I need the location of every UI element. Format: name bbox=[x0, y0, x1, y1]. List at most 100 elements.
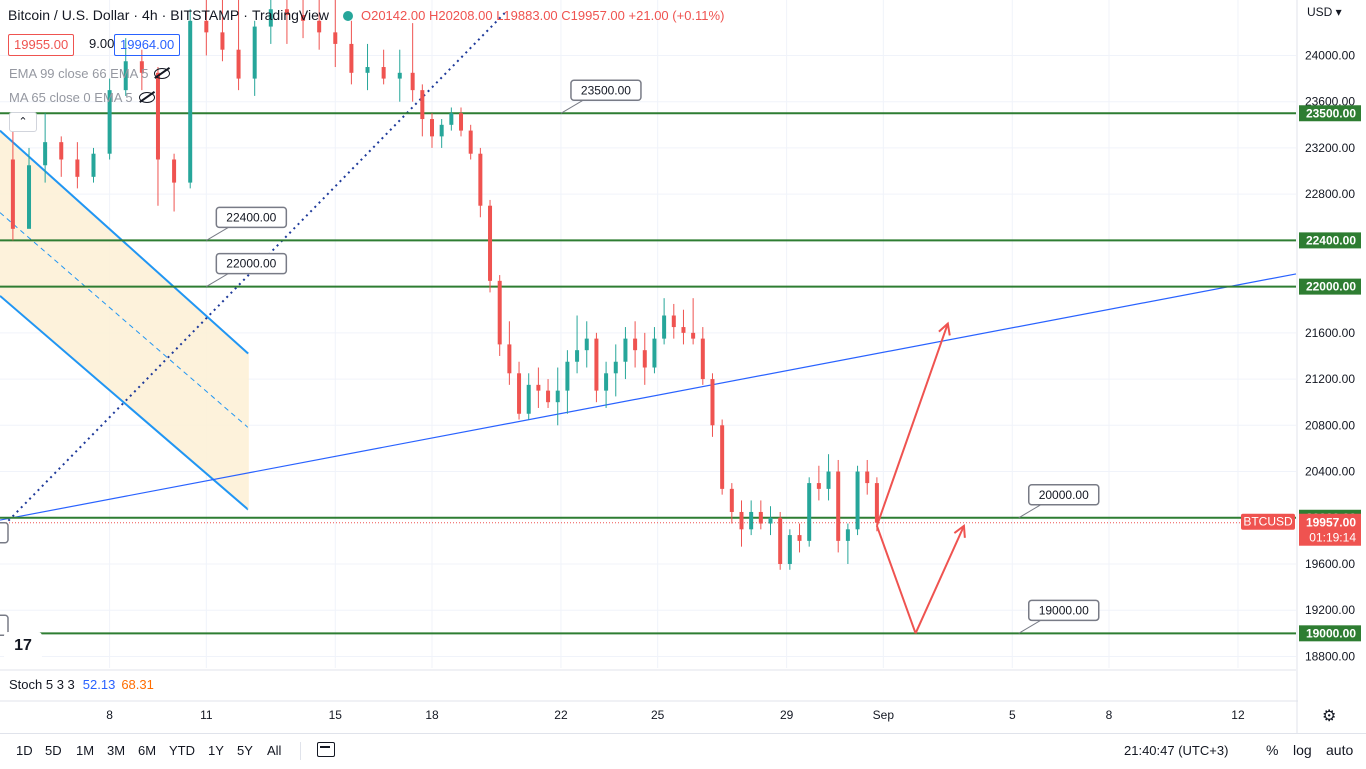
candle-up bbox=[397, 72, 402, 79]
candle-up bbox=[604, 373, 609, 391]
level-price-badge bbox=[1299, 232, 1361, 249]
time-tick-label: 11 bbox=[200, 708, 213, 722]
symbol-tag bbox=[1241, 513, 1295, 530]
timeframe-6m[interactable]: 6M bbox=[138, 743, 157, 758]
timeframe-5y[interactable]: 5Y bbox=[237, 743, 253, 758]
candle-down bbox=[236, 49, 241, 79]
timeframe-3m[interactable]: 3M bbox=[107, 743, 126, 758]
time-tick-label: 12 bbox=[1231, 708, 1245, 722]
indicator-ema-label: EMA 99 close 66 EMA 5 bbox=[9, 66, 149, 81]
candle-down bbox=[497, 280, 502, 345]
candle-down bbox=[488, 205, 493, 281]
price-tick-label: 23200.00 bbox=[1305, 141, 1355, 155]
forecast-arrow bbox=[875, 525, 917, 634]
ohlc-change: +21.00 (+0.11%) bbox=[628, 8, 725, 23]
callout-pointer bbox=[1018, 619, 1042, 634]
candle-down bbox=[172, 159, 177, 183]
callout-box-offscreen bbox=[0, 522, 9, 544]
indicator-ema[interactable]: EMA 99 close 66 EMA 5 bbox=[9, 66, 171, 81]
timeframe-1m[interactable]: 1M bbox=[76, 743, 95, 758]
candle-down bbox=[691, 332, 696, 339]
callout-box bbox=[215, 206, 288, 229]
candle-up bbox=[575, 350, 580, 362]
clock[interactable]: 21:40:47 (UTC+3) bbox=[1124, 743, 1229, 758]
sell-price-button[interactable]: 19955.00 bbox=[8, 34, 75, 56]
level-price-badge bbox=[1299, 625, 1361, 642]
arrow-head bbox=[953, 523, 966, 538]
parallel-channel bbox=[0, 129, 249, 511]
candles bbox=[10, 0, 879, 570]
candle-down bbox=[671, 315, 676, 328]
level-price-label: 23500.00 bbox=[1306, 106, 1356, 120]
trend-line-dotted bbox=[0, 10, 507, 531]
level-price-badge bbox=[1299, 278, 1361, 295]
channel-middle bbox=[0, 212, 249, 428]
auto-toggle[interactable]: auto bbox=[1326, 742, 1354, 758]
trend-line bbox=[0, 273, 1297, 521]
callout-pointer bbox=[560, 99, 584, 114]
candle-down bbox=[546, 390, 551, 403]
eye-hidden-icon[interactable] bbox=[138, 92, 155, 103]
candle-up bbox=[768, 517, 773, 524]
timeframe-1d[interactable]: 1D bbox=[16, 743, 33, 758]
timeframe-all[interactable]: All bbox=[267, 743, 282, 758]
candle-up bbox=[91, 153, 96, 177]
price-tick-label: 19200.00 bbox=[1305, 603, 1355, 617]
time-tick-label: 15 bbox=[329, 708, 343, 722]
arrow-head bbox=[938, 321, 951, 336]
candle-down bbox=[10, 159, 15, 229]
candle-down bbox=[517, 373, 522, 414]
candle-down bbox=[642, 350, 647, 368]
candle-down bbox=[139, 61, 144, 73]
log-toggle[interactable]: log bbox=[1293, 742, 1312, 758]
candle-down bbox=[681, 327, 686, 333]
timeframe-ytd[interactable]: YTD bbox=[169, 743, 195, 758]
gear-icon[interactable]: ⚙ bbox=[1322, 708, 1337, 725]
indicator-ma[interactable]: MA 65 close 0 EMA 5 bbox=[9, 90, 155, 105]
bar-countdown: 01:19:14 bbox=[1309, 531, 1356, 545]
percent-toggle[interactable]: % bbox=[1266, 742, 1279, 758]
candle-down bbox=[420, 90, 425, 120]
eye-hidden-icon[interactable] bbox=[154, 68, 171, 79]
chevron-up-icon[interactable]: ⌃ bbox=[9, 112, 37, 132]
toolbar-divider bbox=[300, 742, 301, 760]
callout-label: 22400.00 bbox=[226, 210, 276, 224]
tradingview-logo[interactable]: 17 bbox=[4, 632, 42, 660]
spread-value: 9.00 bbox=[89, 36, 115, 51]
candle-down bbox=[468, 130, 473, 154]
time-tick-label: 22 bbox=[554, 708, 568, 722]
candle-up bbox=[565, 361, 570, 391]
channel-upper bbox=[0, 129, 249, 355]
candle-up bbox=[787, 535, 792, 564]
candle-down bbox=[284, 9, 289, 16]
candle-up bbox=[268, 9, 273, 27]
symbol-name[interactable]: Bitcoin / U.S. Dollar bbox=[8, 7, 130, 23]
interval[interactable]: 4h bbox=[142, 7, 158, 23]
buy-price-button[interactable]: 19964.00 bbox=[114, 34, 181, 56]
ohlc-close: C19957.00 bbox=[561, 8, 625, 23]
timeframe-1y[interactable]: 1Y bbox=[208, 743, 224, 758]
candle-up bbox=[439, 124, 444, 137]
timeframe-5d[interactable]: 5D bbox=[45, 743, 62, 758]
currency-selector[interactable]: USD ▾ bbox=[1307, 5, 1342, 19]
ohlc-low: L19883.00 bbox=[496, 8, 558, 23]
data-source: TradingView bbox=[251, 7, 329, 23]
candle-up bbox=[252, 26, 257, 79]
level-price-label: 22000.00 bbox=[1306, 280, 1356, 294]
candle-down bbox=[204, 20, 209, 33]
symbol-tag-label: BTCUSD bbox=[1243, 515, 1293, 529]
candle-down bbox=[710, 379, 715, 426]
calendar-range-icon[interactable] bbox=[317, 742, 335, 757]
candle-down bbox=[507, 344, 512, 374]
candle-up bbox=[855, 471, 860, 530]
candle-down bbox=[797, 535, 802, 541]
last-price-label: 19957.00 bbox=[1306, 516, 1356, 530]
callout-box bbox=[570, 79, 642, 102]
candle-down bbox=[758, 511, 763, 524]
candle-up bbox=[188, 20, 193, 183]
candle-down bbox=[778, 517, 783, 564]
candle-down bbox=[720, 425, 725, 489]
stoch-indicator[interactable]: Stoch 5 3 3 52.13 68.31 bbox=[9, 677, 154, 692]
time-tick-label: 5 bbox=[1009, 708, 1016, 722]
